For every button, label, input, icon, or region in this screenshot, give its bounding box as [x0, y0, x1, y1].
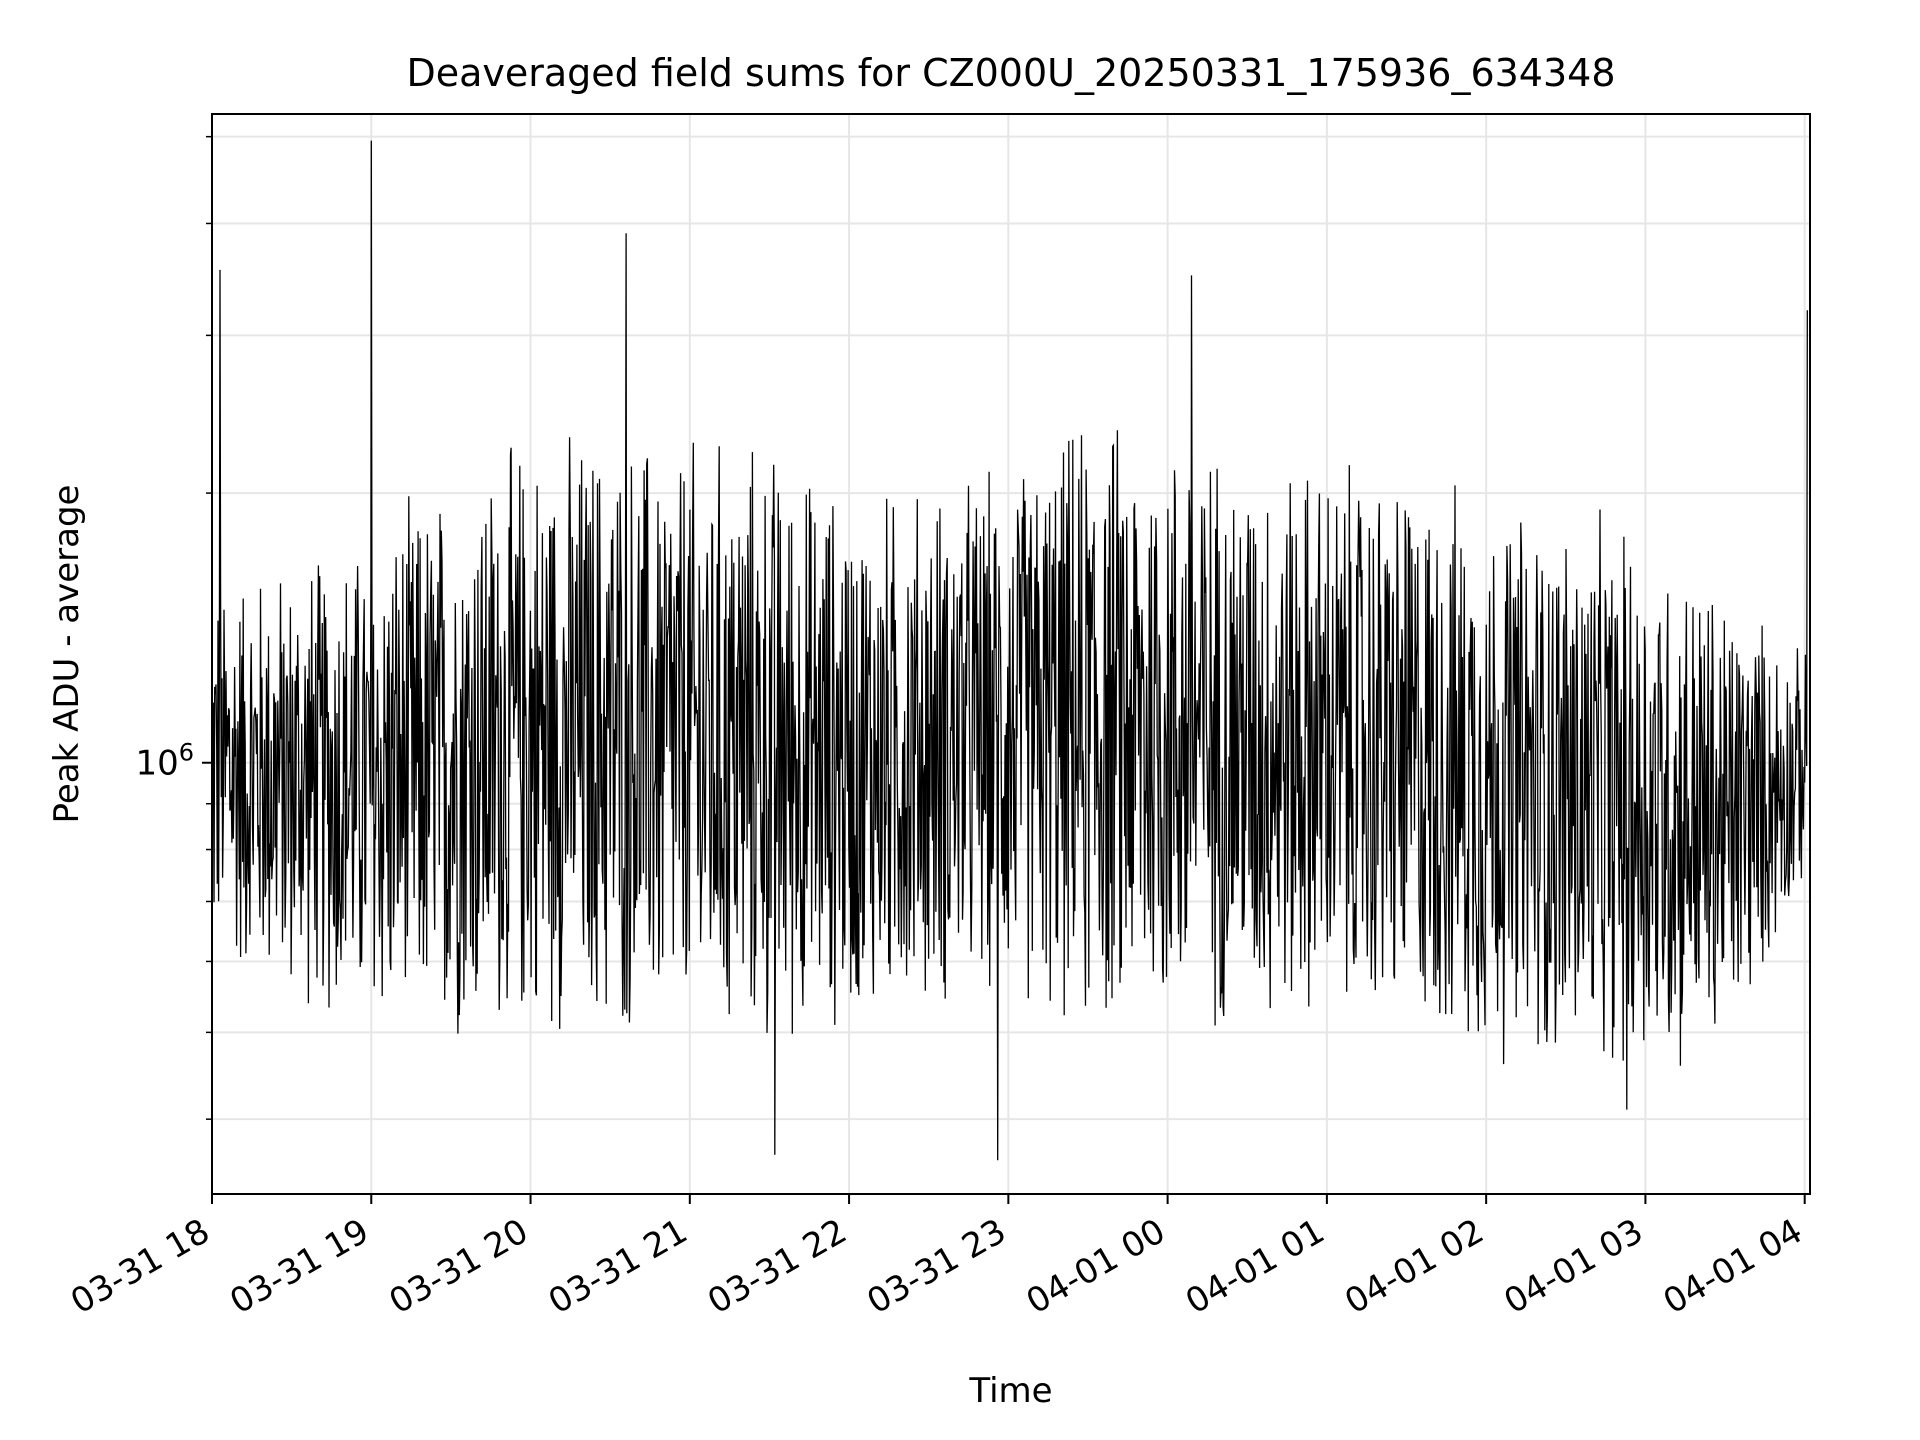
plot-frame: [211, 113, 1811, 1195]
x-axis-label: Time: [968, 1371, 1052, 1411]
data-series-line: [211, 140, 1808, 1161]
y-axis-label: Peak ADU - average: [47, 485, 87, 824]
chart-title: Deaveraged field sums for CZ000U_2025033…: [406, 51, 1615, 95]
y-tick-label: 106: [135, 739, 194, 784]
y-axis: 106: [135, 135, 212, 1120]
series-line: [211, 140, 1808, 1161]
